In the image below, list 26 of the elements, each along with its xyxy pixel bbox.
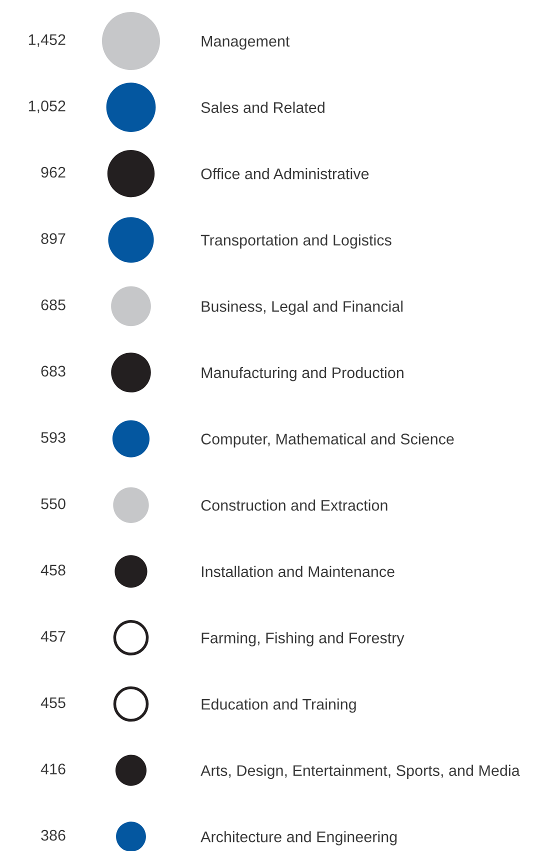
category-label: Transportation and Logistics: [200, 234, 392, 249]
data-label: 1,452: [28, 34, 66, 47]
category-label: Sales and Related: [201, 102, 324, 113]
data-label: 897: [41, 233, 66, 244]
category-label: Manufacturing and Production: [202, 366, 404, 382]
category-label: Construction and Extraction: [201, 500, 388, 511]
data-label: 457: [40, 631, 66, 642]
data-label: 962: [41, 166, 66, 178]
category-label: Education and Training: [202, 698, 356, 713]
category-label: Computer, Mathematical and Science: [201, 433, 454, 448]
category-label: Business, Legal and Financial: [202, 300, 403, 315]
data-label: 416: [40, 764, 66, 774]
data-label: 458: [40, 564, 66, 576]
data-label: 685: [41, 299, 66, 310]
category-label: Farming, Fishing and Forestry: [202, 632, 404, 646]
category-label: Arts, Design, Entertainment, Sports, and Media: [200, 764, 520, 780]
category-label: Office and Administrative: [201, 168, 369, 180]
data-label: 1,052: [28, 100, 66, 114]
category-label: Architecture and Engineering: [200, 831, 397, 846]
data-label: 683: [41, 366, 66, 377]
data-label: 550: [41, 498, 66, 510]
category-label: Management: [202, 36, 290, 50]
data-label: 455: [40, 697, 66, 708]
data-label: 386: [41, 830, 66, 841]
data-label: 593: [41, 432, 66, 443]
category-label: Installation and Maintenance: [202, 566, 394, 578]
